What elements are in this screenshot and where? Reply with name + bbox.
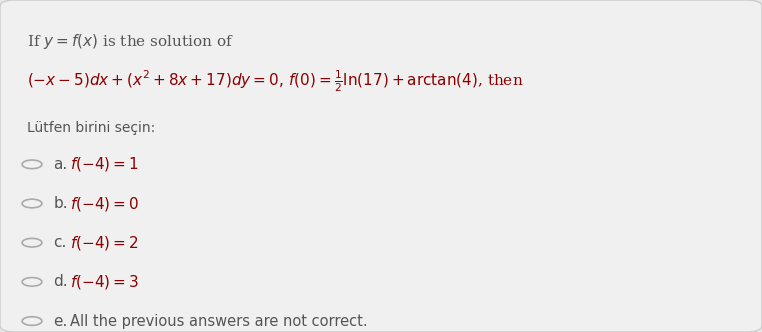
Text: a.: a. [53, 157, 68, 172]
Text: b.: b. [53, 196, 68, 211]
Text: All the previous answers are not correct.: All the previous answers are not correct… [70, 313, 368, 329]
Text: $f(-4) = 3$: $f(-4) = 3$ [70, 273, 139, 291]
Text: If $y = f(x)$ is the solution of: If $y = f(x)$ is the solution of [27, 32, 234, 51]
Text: $f(-4) = 1$: $f(-4) = 1$ [70, 155, 139, 173]
Text: Lütfen birini seçin:: Lütfen birini seçin: [27, 121, 155, 135]
Text: c.: c. [53, 235, 67, 250]
Text: $f(-4) = 0$: $f(-4) = 0$ [70, 195, 139, 212]
Text: $f(-4) = 2$: $f(-4) = 2$ [70, 234, 139, 252]
Text: d.: d. [53, 274, 68, 290]
Text: $(-x - 5)dx + (x^2 + 8x + 17)dy = 0,\, f(0) = \frac{1}{2}\ln(17) + \arctan(4)$, : $(-x - 5)dx + (x^2 + 8x + 17)dy = 0,\, f… [27, 68, 523, 94]
Text: e.: e. [53, 313, 68, 329]
